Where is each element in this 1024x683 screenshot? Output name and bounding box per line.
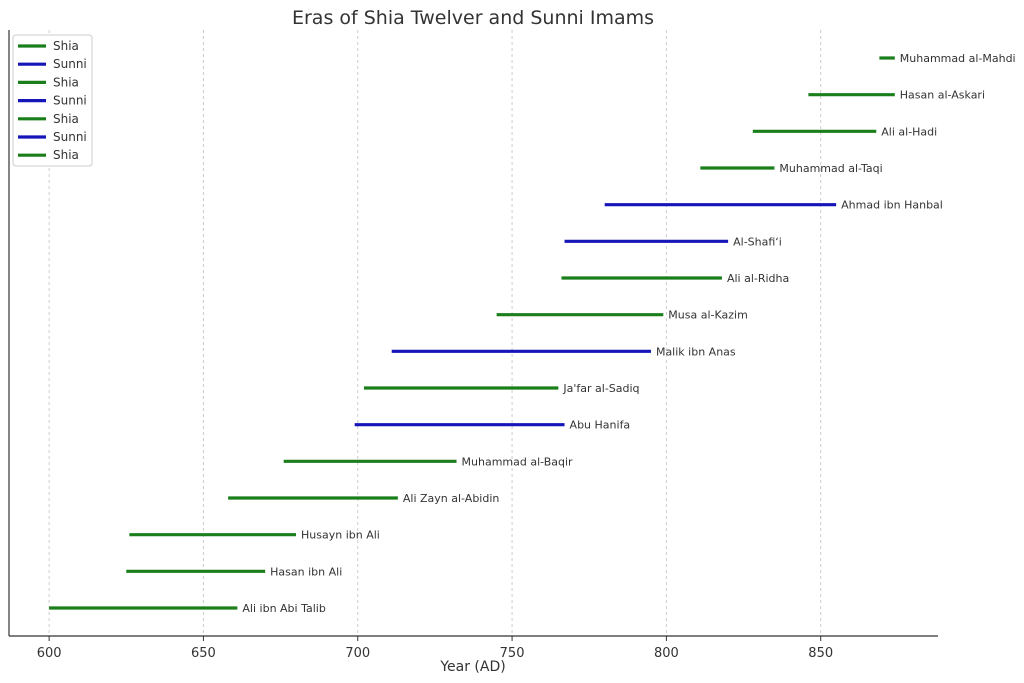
era-bar-label: Ali al-Ridha [727,272,789,285]
chart-title: Eras of Shia Twelver and Sunni Imams [292,7,654,29]
era-bar-label: Muhammad al-Taqi [779,162,882,175]
x-tick-label: 800 [654,646,679,661]
era-bar-label: Musa al-Kazim [668,309,748,322]
era-bar-label: Malik ibn Anas [656,345,736,358]
legend-label: Shia [53,75,79,89]
legend-label: Sunni [53,94,87,108]
x-tick-label: 600 [37,646,62,661]
era-bar-label: Muhammad al-Baqir [462,455,574,468]
x-tick-label: 650 [191,646,216,661]
era-bar-label: Hasan ibn Ali [270,565,342,578]
legend-label: Sunni [53,57,87,71]
era-bar-label: Ali ibn Abi Talib [242,602,325,615]
legend-label: Shia [53,112,79,126]
era-bar-label: Husayn ibn Ali [301,529,380,542]
era-bar-label: Hasan al-Askari [900,89,985,102]
era-bar-label: Al-Shafi‘i [733,235,782,248]
era-bar-label: Muhammad al-Mahdi [900,52,1016,65]
era-bar-label: Ahmad ibn Hanbal [841,199,943,212]
era-bar-label: Ali al-Hadi [881,125,937,138]
x-axis-label: Year (AD) [439,659,505,675]
x-axis-ticks: 600 650 700 750 800 850 [37,636,833,661]
bars: Ali ibn Abi Talib Hasan ibn Ali Husayn ibn… [49,52,1016,615]
legend-label: Sunni [53,130,87,144]
grid-lines [48,30,822,636]
legend-label: Shia [53,39,79,53]
legend: Shia Sunni Shia Sunni Shia Sunni Shia [12,34,93,167]
legend-box [12,34,93,167]
x-tick-label: 850 [808,646,833,661]
era-bar-label: Ja'far al-Sadiq [562,382,639,395]
era-bar-label: Ali Zayn al-Abidin [403,492,500,505]
era-bar-label: Abu Hanifa [570,419,631,432]
x-tick-label: 700 [345,646,370,661]
legend-label: Shia [53,148,79,162]
x-tick-label: 750 [500,646,525,661]
